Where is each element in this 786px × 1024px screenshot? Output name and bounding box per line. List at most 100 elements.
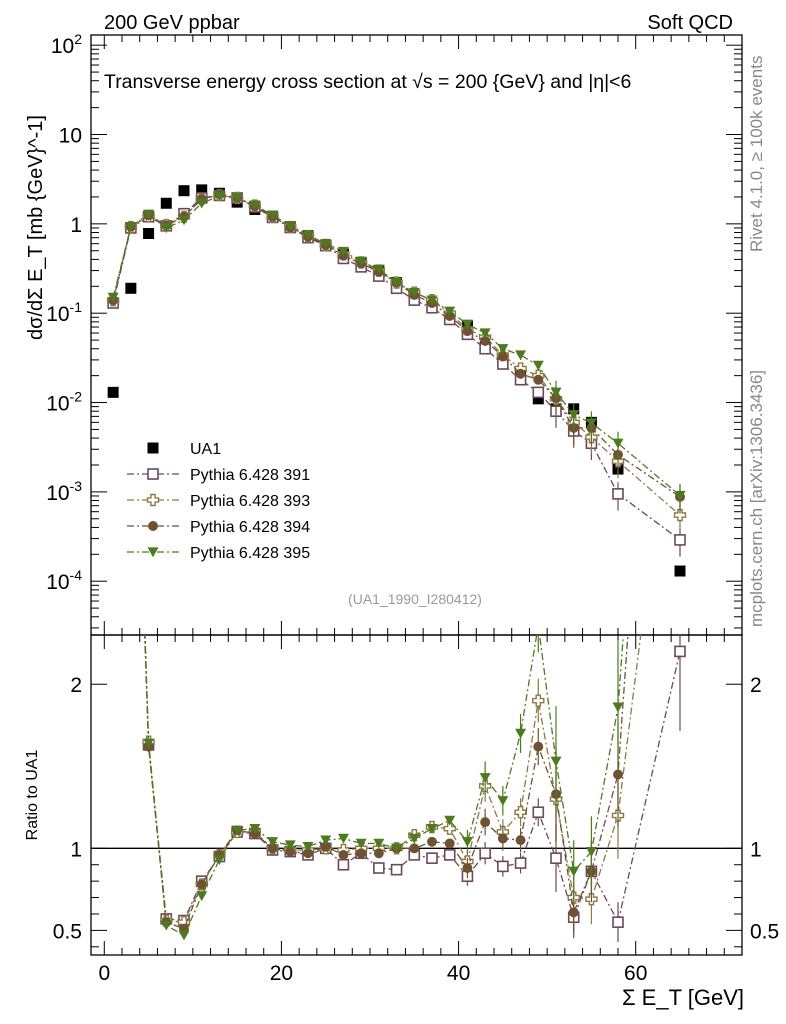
y-tick-label: 10-2: [46, 389, 82, 416]
legend-marker-393: [146, 493, 160, 507]
data-point-394: [515, 368, 526, 379]
ratio-y-tick-label-right: 1: [750, 838, 762, 861]
data-point-395: [337, 246, 349, 257]
data-point-UA1: [143, 227, 155, 239]
data-point-395: [196, 198, 208, 209]
ratio-point-394: [196, 879, 207, 890]
legend-label-393: Pythia 6.428 393: [190, 493, 310, 510]
ratio-point-394: [497, 833, 508, 844]
ratio-point-395: [479, 773, 491, 783]
data-point-395: [249, 200, 261, 211]
data-point-395: [515, 350, 527, 361]
y-tick-label: 10-1: [46, 299, 82, 326]
ratio-point-395: [373, 838, 385, 849]
data-point-395: [532, 360, 544, 371]
ratio-point-395: [213, 855, 225, 866]
y-tick-label: 10-3: [46, 478, 82, 505]
ratio-point-395: [497, 796, 509, 806]
ratio-y-tick-label: 2: [70, 674, 82, 697]
ratio-point-391: [373, 862, 385, 874]
legend-marker-394: [148, 521, 158, 531]
data-point-395: [320, 239, 332, 249]
data-point-393: [673, 508, 687, 522]
data-point-UA1: [196, 184, 208, 196]
data-point-395: [160, 223, 172, 234]
data-point-394: [480, 335, 491, 346]
data-point-395: [391, 277, 403, 288]
ratio-point-395: [550, 756, 562, 767]
data-point-UA1: [160, 197, 172, 209]
ratio-point-395: [426, 823, 438, 834]
data-point-395: [107, 292, 119, 303]
ratio-point-395: [461, 837, 473, 847]
data-point-UA1: [532, 393, 544, 405]
ratio-point-391: [390, 863, 403, 876]
ratio-point-395: [231, 825, 243, 836]
legend-marker-391: [147, 468, 159, 480]
ratio-point-394: [303, 848, 313, 859]
legend-label-391: Pythia 6.428 391: [190, 467, 310, 484]
data-point-395: [125, 221, 137, 232]
ratio-line-395: [144, 635, 624, 937]
ratio-point-395: [337, 833, 349, 844]
data-point-394: [533, 374, 544, 385]
main-y-title: dσ/dΣ E_T [mb {GeV}^-1]: [25, 115, 47, 340]
ratio-line-391: [144, 635, 681, 925]
data-point-391: [612, 488, 624, 500]
ratio-point-394: [480, 817, 491, 828]
ratio-point-395: [355, 838, 367, 849]
ratio-point-395: [249, 823, 261, 834]
data-point-395: [355, 256, 367, 267]
ratio-point-394: [515, 835, 526, 846]
main-y-label: dσ/dΣ E_T [mb {GeV}^-1]: [25, 115, 47, 340]
ratio-point-394: [444, 838, 455, 849]
ratio-point-395: [267, 837, 279, 847]
ratio-point-391: [426, 852, 438, 864]
main-title: Transverse energy cross section at √s = …: [104, 71, 631, 93]
legend-label-UA1: UA1: [190, 441, 221, 458]
ratio-series-group: [142, 635, 686, 943]
data-point-395: [178, 215, 190, 226]
legend-marker-UA1: [147, 442, 159, 454]
series-line-395: [112, 195, 681, 497]
mcplots-note: mcplots.cern.ch [arXiv:1306.3436]: [747, 370, 766, 627]
ratio-point-394: [338, 849, 349, 860]
ratio-point-393: [532, 694, 545, 707]
ratio-frame: [90, 634, 743, 956]
ratio-point-391: [550, 852, 562, 864]
ratio-point-391: [479, 847, 491, 860]
ratio-point-394: [533, 741, 544, 752]
legend-label-395: Pythia 6.428 395: [190, 545, 310, 562]
data-point-395: [497, 344, 509, 354]
ratio-point-391: [612, 916, 624, 928]
data-point-395: [426, 295, 438, 306]
data-point-UA1: [674, 565, 686, 577]
data-point-394: [497, 351, 508, 362]
ratio-point-395: [320, 835, 332, 846]
ratio-point-391: [674, 645, 686, 658]
data-point-395: [231, 193, 243, 204]
data-point-391: [674, 534, 686, 546]
data-point-395: [612, 438, 624, 449]
ratio-y-tick-label: 1: [70, 838, 82, 861]
ratio-point-395: [391, 843, 403, 854]
ratio-point-391: [443, 849, 456, 861]
ratio-y-label: Ratio to UA1: [24, 750, 41, 841]
data-point-395: [444, 306, 456, 317]
data-point-395: [479, 328, 491, 339]
ratio-y-title: Ratio to UA1: [24, 750, 41, 841]
series-395: [107, 191, 686, 513]
ratio-point-395: [196, 891, 208, 902]
legend: UA1 Pythia 6.428 391 Pythia 6.428 393 Pythi…: [127, 441, 310, 562]
data-point-391: [532, 386, 545, 399]
ratio-point-391: [514, 857, 527, 869]
x-tick-label: 0: [98, 962, 110, 985]
data-point-UA1: [178, 185, 190, 197]
data-point-395: [302, 230, 314, 241]
ratio-point-395: [585, 846, 597, 857]
legend-marker-395: [147, 547, 159, 558]
y-tick-label: 10-4: [46, 567, 82, 594]
ratio-y-tick-label-right: 2: [750, 674, 762, 697]
